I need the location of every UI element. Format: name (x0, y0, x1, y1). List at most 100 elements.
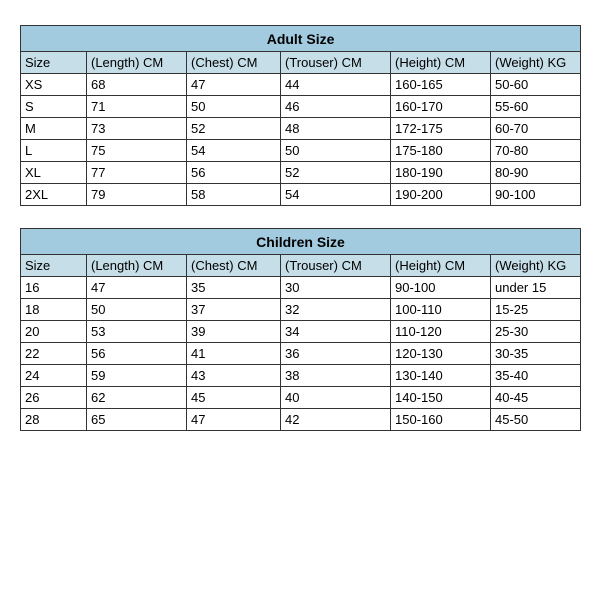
table-cell: 58 (187, 184, 281, 206)
table-cell: 50 (87, 299, 187, 321)
table-cell: 175-180 (391, 140, 491, 162)
table-cell: 30 (281, 277, 391, 299)
table-cell: 120-130 (391, 343, 491, 365)
table-row: 20533934110-12025-30 (21, 321, 581, 343)
table-cell: 36 (281, 343, 391, 365)
table-row: L755450175-18070-80 (21, 140, 581, 162)
table-cell: 75 (87, 140, 187, 162)
table-cell: 18 (21, 299, 87, 321)
table-cell: 34 (281, 321, 391, 343)
table-cell: 90-100 (491, 184, 581, 206)
table-cell: S (21, 96, 87, 118)
table-title: Children Size (21, 229, 581, 255)
table-cell: 160-165 (391, 74, 491, 96)
table-title: Adult Size (21, 26, 581, 52)
table-cell: 50 (281, 140, 391, 162)
table-cell: under 15 (491, 277, 581, 299)
table-cell: 25-30 (491, 321, 581, 343)
column-header: (Trouser) CM (281, 52, 391, 74)
table-cell: 59 (87, 365, 187, 387)
table-cell: 40 (281, 387, 391, 409)
table-cell: 54 (281, 184, 391, 206)
column-header: (Height) CM (391, 255, 491, 277)
table-cell: 52 (187, 118, 281, 140)
table-cell: 22 (21, 343, 87, 365)
table-cell: 46 (281, 96, 391, 118)
table-cell: 160-170 (391, 96, 491, 118)
table-cell: 26 (21, 387, 87, 409)
table-cell: 35 (187, 277, 281, 299)
table-row: 28654742150-16045-50 (21, 409, 581, 431)
table-cell: 180-190 (391, 162, 491, 184)
table-cell: 39 (187, 321, 281, 343)
table-cell: 45-50 (491, 409, 581, 431)
table-row: 26624540140-15040-45 (21, 387, 581, 409)
table-cell: 79 (87, 184, 187, 206)
column-header: (Length) CM (87, 52, 187, 74)
column-header: (Weight) KG (491, 52, 581, 74)
table-cell: 100-110 (391, 299, 491, 321)
table-cell: 47 (87, 277, 187, 299)
table-cell: 56 (187, 162, 281, 184)
table-cell: 90-100 (391, 277, 491, 299)
column-header: Size (21, 52, 87, 74)
table-row: 24594338130-14035-40 (21, 365, 581, 387)
table-cell: 60-70 (491, 118, 581, 140)
table-cell: 44 (281, 74, 391, 96)
column-header: (Chest) CM (187, 52, 281, 74)
size-table: Adult SizeSize(Length) CM(Chest) CM(Trou… (20, 25, 581, 206)
column-header: Size (21, 255, 87, 277)
table-cell: 48 (281, 118, 391, 140)
table-row: XS684744160-16550-60 (21, 74, 581, 96)
table-cell: 20 (21, 321, 87, 343)
table-row: 22564136120-13030-35 (21, 343, 581, 365)
table-cell: 42 (281, 409, 391, 431)
table-cell: 73 (87, 118, 187, 140)
table-row: S715046160-17055-60 (21, 96, 581, 118)
table-row: XL775652180-19080-90 (21, 162, 581, 184)
size-table-0: Adult SizeSize(Length) CM(Chest) CM(Trou… (20, 25, 580, 206)
table-cell: 50-60 (491, 74, 581, 96)
table-cell: 38 (281, 365, 391, 387)
table-cell: 2XL (21, 184, 87, 206)
table-cell: 130-140 (391, 365, 491, 387)
table-cell: 37 (187, 299, 281, 321)
size-table-1: Children SizeSize(Length) CM(Chest) CM(T… (20, 228, 580, 431)
table-cell: M (21, 118, 87, 140)
table-cell: 24 (21, 365, 87, 387)
table-cell: 70-80 (491, 140, 581, 162)
table-cell: 54 (187, 140, 281, 162)
table-cell: 30-35 (491, 343, 581, 365)
table-cell: 68 (87, 74, 187, 96)
column-header: (Weight) KG (491, 255, 581, 277)
column-header: (Length) CM (87, 255, 187, 277)
table-cell: 190-200 (391, 184, 491, 206)
table-cell: 15-25 (491, 299, 581, 321)
table-row: 2XL795854190-20090-100 (21, 184, 581, 206)
table-cell: 62 (87, 387, 187, 409)
column-header: (Chest) CM (187, 255, 281, 277)
column-header: (Trouser) CM (281, 255, 391, 277)
table-cell: 53 (87, 321, 187, 343)
table-cell: 43 (187, 365, 281, 387)
table-cell: XS (21, 74, 87, 96)
table-cell: 45 (187, 387, 281, 409)
table-cell: 32 (281, 299, 391, 321)
table-cell: 47 (187, 409, 281, 431)
table-row: 18503732100-11015-25 (21, 299, 581, 321)
table-cell: 41 (187, 343, 281, 365)
table-cell: XL (21, 162, 87, 184)
table-cell: 172-175 (391, 118, 491, 140)
table-row: M735248172-17560-70 (21, 118, 581, 140)
table-cell: 140-150 (391, 387, 491, 409)
table-cell: 71 (87, 96, 187, 118)
table-cell: 80-90 (491, 162, 581, 184)
size-table: Children SizeSize(Length) CM(Chest) CM(T… (20, 228, 581, 431)
table-cell: 50 (187, 96, 281, 118)
table-cell: 47 (187, 74, 281, 96)
table-cell: 40-45 (491, 387, 581, 409)
table-row: 1647353090-100under 15 (21, 277, 581, 299)
table-cell: 77 (87, 162, 187, 184)
table-cell: 65 (87, 409, 187, 431)
table-cell: 35-40 (491, 365, 581, 387)
